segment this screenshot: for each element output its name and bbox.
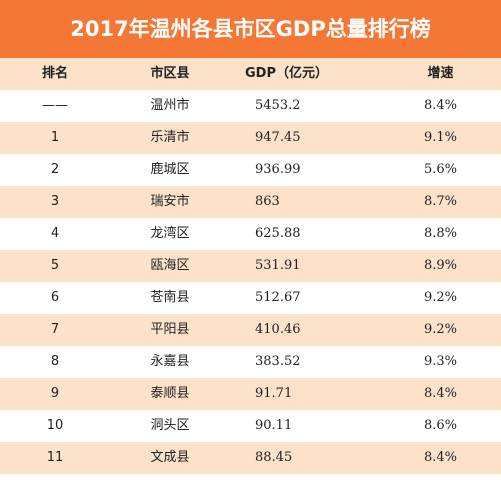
table-header: 排名 市区县 GDP（亿元） 增速 [0, 58, 501, 90]
growth-cell: 5.6% [423, 162, 458, 177]
rank-cell: 1 [50, 130, 60, 145]
rank-cell: 6 [50, 290, 60, 305]
header-gdp: GDP（亿元） [245, 66, 328, 81]
rank-cell: 8 [50, 354, 60, 369]
gdp-cell: 863 [255, 194, 280, 209]
table-row: 5 瓯海区 531.91 8.9% [0, 250, 501, 282]
table-row: 4 龙湾区 625.88 8.8% [0, 218, 501, 250]
rank-cell: 11 [46, 450, 64, 465]
table-row: 7 平阳县 410.46 9.2% [0, 314, 501, 346]
gdp-cell: 625.88 [255, 226, 301, 241]
growth-cell: 8.9% [423, 258, 458, 273]
table-row: 3 瑞安市 863 8.7% [0, 186, 501, 218]
growth-cell: 9.3% [423, 354, 458, 369]
rank-cell: 3 [50, 194, 60, 209]
header-growth: 增速 [427, 66, 454, 81]
name-cell: 永嘉县 [150, 354, 190, 369]
gdp-cell: 91.71 [255, 386, 293, 401]
rank-cell: 5 [50, 258, 60, 273]
gdp-cell: 90.11 [255, 418, 293, 433]
name-cell: 龙湾区 [150, 226, 190, 241]
gdp-cell: 410.46 [255, 322, 301, 337]
name-cell: 乐清市 [150, 130, 190, 145]
rank-cell: 7 [50, 322, 60, 337]
gdp-cell: 383.52 [255, 354, 301, 369]
table-row: —— 温州市 5453.2 8.4% [0, 90, 501, 122]
rank-cell: 4 [50, 226, 60, 241]
name-cell: 鹿城区 [150, 162, 190, 177]
gdp-cell: 88.45 [255, 450, 293, 465]
rank-cell: —— [42, 98, 68, 113]
gdp-cell: 531.91 [255, 258, 301, 273]
name-cell: 温州市 [150, 98, 190, 113]
header-rank: 排名 [41, 66, 68, 81]
name-cell: 平阳县 [150, 322, 190, 337]
growth-cell: 8.4% [423, 450, 458, 465]
table-row: 1 乐清市 947.45 9.1% [0, 122, 501, 154]
gdp-cell: 512.67 [255, 290, 301, 305]
table-row: 9 泰顺县 91.71 8.4% [0, 378, 501, 410]
growth-cell: 8.6% [423, 418, 458, 433]
growth-cell: 9.1% [423, 130, 458, 145]
name-cell: 瓯海区 [150, 258, 190, 273]
table-row: 11 文成县 88.45 8.4% [0, 442, 501, 474]
gdp-cell: 936.99 [255, 162, 301, 177]
growth-cell: 8.4% [423, 386, 458, 401]
name-cell: 洞头区 [150, 418, 190, 433]
growth-cell: 9.2% [423, 290, 458, 305]
page-title: 2017年温州各县市区GDP总量排行榜 [0, 0, 501, 58]
name-cell: 苍南县 [150, 290, 190, 305]
table-row: 8 永嘉县 383.52 9.3% [0, 346, 501, 378]
growth-cell: 8.7% [423, 194, 458, 209]
gdp-cell: 947.45 [255, 130, 301, 145]
name-cell: 瑞安市 [150, 194, 190, 209]
gdp-cell: 5453.2 [255, 98, 301, 113]
header-name: 市区县 [150, 66, 190, 81]
growth-cell: 9.2% [423, 322, 458, 337]
growth-cell: 8.4% [423, 98, 458, 113]
name-cell: 泰顺县 [150, 386, 190, 401]
rank-cell: 9 [50, 386, 60, 401]
table-row: 2 鹿城区 936.99 5.6% [0, 154, 501, 186]
growth-cell: 8.8% [423, 226, 458, 241]
name-cell: 文成县 [150, 450, 190, 465]
table-row: 10 洞头区 90.11 8.6% [0, 410, 501, 442]
rank-cell: 2 [50, 162, 60, 177]
table-row: 6 苍南县 512.67 9.2% [0, 282, 501, 314]
rank-cell: 10 [46, 418, 64, 433]
